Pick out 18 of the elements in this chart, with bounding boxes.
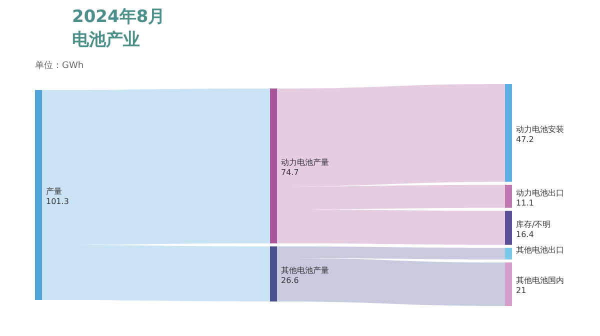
data-label: 11.1 [516, 198, 534, 208]
category-label: 其他电池出口 [516, 246, 564, 255]
category-label: 其他电池产量 [281, 266, 329, 275]
data-label: 26.6 [281, 276, 299, 285]
data-label: 21 [516, 286, 526, 296]
data-label: 74.7 [281, 168, 299, 177]
data-label: 16.4 [516, 230, 534, 239]
category-label: 库存/不明 [516, 220, 551, 229]
category-label: 产量 [46, 187, 62, 196]
category-label: 动力电池安装 [516, 124, 564, 134]
category-label: 其他电池国内 [516, 276, 564, 286]
text: 2024年8月 [72, 7, 166, 27]
data-label: 101.3 [46, 197, 69, 206]
category-label: 动力电池出口 [516, 188, 564, 198]
text: 电池产业 [72, 30, 140, 50]
text: 单位：GWh [35, 60, 84, 71]
category-label: 动力电池产量 [281, 158, 329, 167]
data-label: 47.2 [516, 134, 534, 144]
